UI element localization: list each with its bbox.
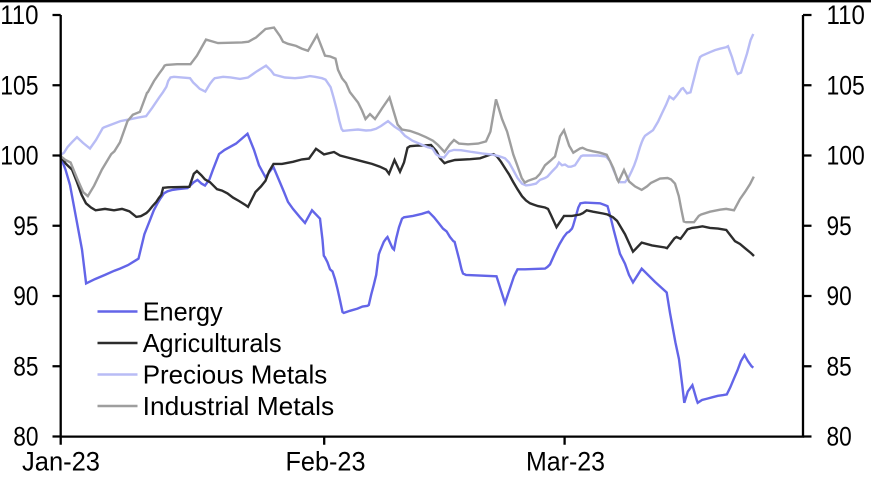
svg-text:Energy: Energy <box>143 297 223 327</box>
svg-text:90: 90 <box>827 280 852 311</box>
svg-text:Mar-23: Mar-23 <box>526 446 605 477</box>
svg-text:110: 110 <box>0 0 38 30</box>
svg-text:95: 95 <box>13 210 38 241</box>
svg-text:90: 90 <box>13 280 38 311</box>
svg-text:95: 95 <box>827 210 852 241</box>
svg-text:Jan-23: Jan-23 <box>22 446 100 477</box>
svg-text:Agriculturals: Agriculturals <box>143 328 282 358</box>
svg-text:85: 85 <box>13 350 38 381</box>
svg-text:80: 80 <box>827 421 852 452</box>
svg-text:105: 105 <box>827 70 865 101</box>
svg-text:110: 110 <box>827 0 865 30</box>
svg-text:105: 105 <box>0 70 38 101</box>
svg-text:Precious Metals: Precious Metals <box>143 360 328 390</box>
svg-text:100: 100 <box>0 140 38 171</box>
svg-text:Industrial Metals: Industrial Metals <box>143 391 335 421</box>
svg-text:80: 80 <box>13 421 38 452</box>
svg-text:Feb-23: Feb-23 <box>286 446 366 477</box>
svg-text:100: 100 <box>827 140 865 171</box>
svg-text:85: 85 <box>827 350 852 381</box>
